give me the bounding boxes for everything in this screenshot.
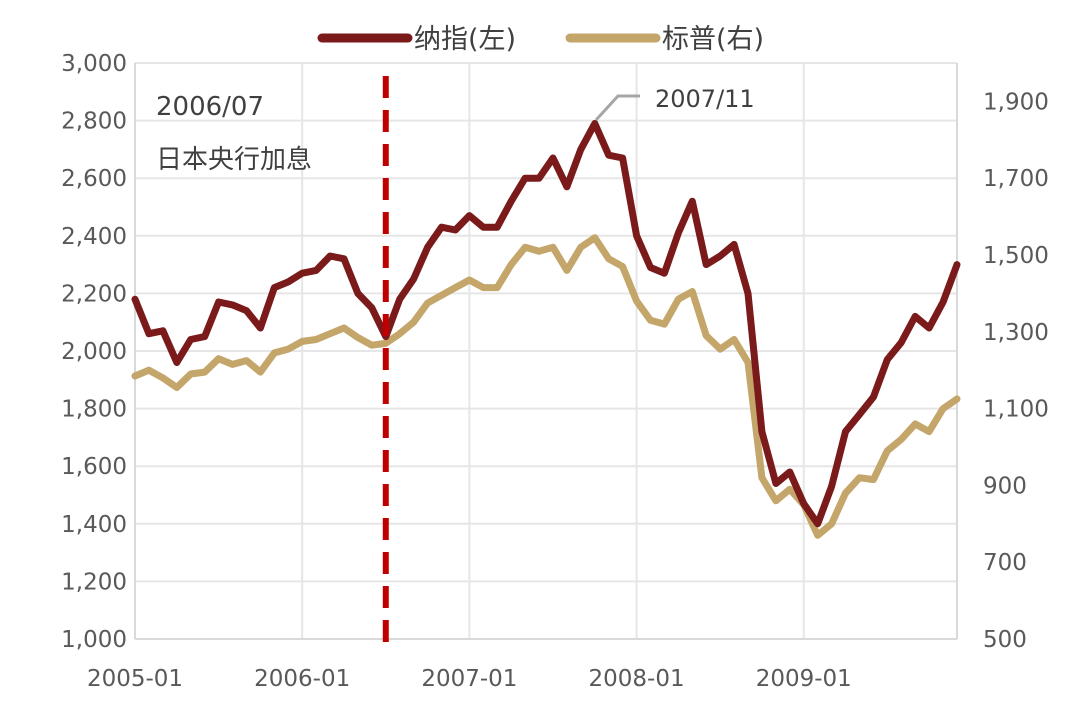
y-right-tick-label: 1,100 — [983, 397, 1049, 423]
y-left-tick-label: 1,800 — [61, 397, 127, 423]
y-left-tick-label: 1,000 — [61, 627, 127, 653]
y-left-tick-label: 3,000 — [61, 51, 127, 77]
y-left-tick-label: 1,200 — [61, 569, 127, 595]
y-right-tick-label: 1,500 — [983, 243, 1049, 269]
y-right-tick-label: 1,300 — [983, 320, 1049, 346]
y-left-tick-label: 2,200 — [61, 281, 127, 307]
y-left-tick-label: 2,000 — [61, 339, 127, 365]
y-left-tick-label: 1,600 — [61, 454, 127, 480]
y-left-tick-label: 2,400 — [61, 224, 127, 250]
series-line-nasdaq — [131, 120, 961, 528]
peak-callout-leader — [594, 94, 640, 122]
event-date-annotation: 2006/07 — [156, 92, 264, 122]
x-tick-label: 2006-01 — [254, 666, 350, 692]
legend-label-sp500: 标普(右) — [662, 24, 764, 55]
legend: 纳指(左) 标普(右) — [317, 24, 764, 55]
chart-marks: 1,000 1,200 1,400 1,600 1,800 2,000 2,200 2,400… — [61, 51, 1049, 692]
y-right-tick-label: 1,700 — [983, 166, 1049, 192]
x-tick-label: 2007-01 — [421, 666, 517, 692]
y-right-tick-label: 700 — [983, 550, 1027, 576]
x-tick-label: 2009-01 — [756, 666, 852, 692]
series-line-sp500 — [131, 234, 961, 539]
y-left-tick-label: 2,800 — [61, 109, 127, 135]
y-right-tick-label: 500 — [983, 627, 1027, 653]
y-right-tick-label: 900 — [983, 473, 1027, 499]
y-left-tick-label: 2,600 — [61, 166, 127, 192]
legend-label-nasdaq: 纳指(左) — [414, 24, 516, 55]
peak-callout-label: 2007/11 — [655, 85, 755, 113]
x-tick-label: 2005-01 — [87, 666, 183, 692]
x-tick-label: 2008-01 — [589, 666, 685, 692]
y-right-tick-label: 1,900 — [983, 89, 1049, 115]
y-left-tick-label: 1,400 — [61, 512, 127, 538]
event-description-annotation: 日本央行加息 — [156, 145, 312, 175]
